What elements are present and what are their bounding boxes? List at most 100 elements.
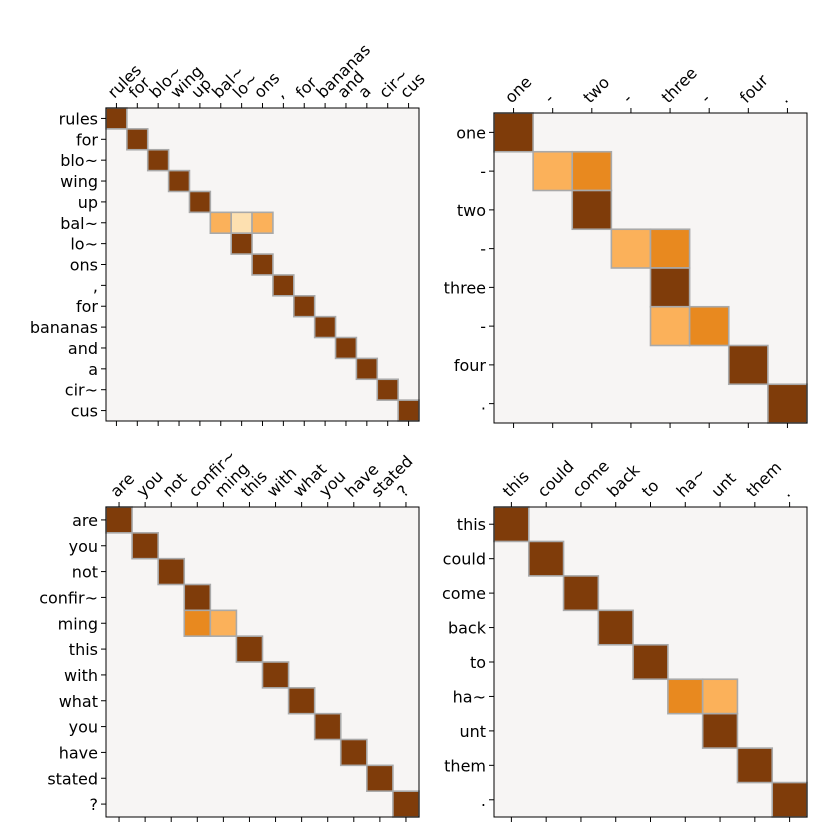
heatmap-cell: [355, 357, 379, 381]
heatmap-cell: [649, 228, 691, 269]
heatmap-cell: [230, 211, 253, 234]
y-tick-label: could: [443, 550, 486, 569]
heatmap-cell: [493, 506, 530, 543]
heatmap-cell: [597, 609, 634, 646]
y-tick-label: four: [454, 356, 487, 375]
heatmap-cell: [146, 148, 170, 172]
y-tick-label: ,: [93, 276, 98, 295]
x-tick-label: three: [657, 63, 700, 106]
x-tick-label: unt: [707, 469, 739, 501]
y-tick-label: you: [69, 718, 98, 737]
heatmap-cell: [183, 583, 212, 612]
y-tick-label: not: [72, 563, 98, 582]
x-tick-label: to: [638, 476, 663, 501]
x-tick-label: this: [499, 467, 533, 501]
x-tick-label: one: [501, 72, 535, 106]
x-tick-label: -: [540, 89, 558, 107]
y-tick-label: ?: [90, 795, 99, 814]
heatmap-cell: [251, 211, 274, 234]
heatmap-cell: [292, 294, 316, 318]
y-tick-label: cir~: [65, 381, 98, 400]
heatmap-cell: [376, 378, 399, 401]
y-tick-label: for: [76, 130, 98, 149]
y-tick-label: ming: [58, 614, 98, 633]
y-tick-label: you: [69, 537, 98, 556]
x-tick-label: .: [777, 484, 794, 501]
y-tick-label: bananas: [30, 318, 98, 337]
heatmap-cell: [649, 267, 691, 308]
y-tick-label: cus: [71, 402, 98, 421]
heatmap-cell: [313, 712, 342, 741]
heatmap-cell: [366, 764, 394, 792]
heatmap-cell: [701, 678, 739, 715]
heatmap-cell: [610, 228, 652, 269]
heatmap-cell: [701, 712, 739, 749]
y-tick-label: .: [481, 395, 486, 414]
y-tick-label: bal~: [60, 214, 98, 233]
x-tick-label: ,: [271, 85, 288, 102]
x-tick-label: ?: [393, 481, 412, 500]
y-tick-label: three: [444, 278, 486, 297]
heatmap-cell: [493, 112, 534, 153]
heatmap-cell: [632, 643, 669, 681]
heatmap-cell: [527, 540, 565, 577]
heatmap-cell: [649, 305, 691, 347]
heatmap-cell: [167, 169, 191, 193]
x-tick-label: a: [354, 81, 374, 101]
heatmap-panel-rules-for-blowing-up-balloons: rules for blo~ wing up bal~ lo~ ons, for bananas a…: [30, 40, 429, 426]
heatmap-cell: [209, 211, 232, 234]
heatmap-cell: [251, 253, 274, 276]
heatmap-panel-one-two-three-four: one - two - three-four .one-two-three-four.: [444, 63, 808, 428]
plot-frame: [105, 506, 420, 818]
plot-frame: [493, 112, 808, 424]
heatmap-cell: [727, 344, 769, 386]
heatmap-cell: [105, 107, 128, 130]
x-tick-label: -: [618, 89, 636, 107]
x-tick-label: them: [742, 458, 785, 501]
heatmap-cell: [688, 305, 730, 347]
heatmap-cell: [105, 506, 133, 534]
y-tick-label: are: [72, 511, 98, 530]
y-tick-label: ha~: [453, 687, 486, 706]
y-tick-label: confir~: [39, 588, 98, 607]
x-tick-label: -: [697, 89, 715, 107]
heatmap-cell: [571, 150, 613, 192]
heatmap-cell: [126, 128, 149, 151]
heatmap-cell: [771, 781, 808, 818]
y-tick-label: to: [470, 653, 486, 672]
heatmap-cell: [157, 557, 186, 586]
y-tick-label: ons: [70, 256, 98, 275]
y-tick-label: what: [59, 692, 98, 711]
heatmap-cell: [736, 747, 774, 784]
x-tick-label: two: [579, 73, 613, 107]
y-tick-label: blo~: [60, 151, 98, 170]
y-tick-label: them: [444, 756, 486, 775]
heatmap-cell: [183, 609, 212, 637]
heatmap-cell: [188, 190, 212, 214]
heatmap-cell: [235, 635, 264, 663]
heatmap-cell: [767, 383, 808, 424]
y-tick-label: this: [457, 515, 486, 534]
y-tick-label: -: [480, 317, 486, 336]
x-tick-label: could: [534, 457, 578, 501]
y-tick-label: come: [442, 584, 486, 603]
y-tick-label: stated: [47, 769, 98, 788]
x-tick-label: four: [736, 70, 772, 106]
heatmap-cell: [261, 661, 290, 689]
heatmap-cell: [287, 687, 316, 715]
x-tick-label: ha~: [673, 464, 710, 501]
y-tick-label: a: [88, 360, 98, 379]
y-tick-label: and: [68, 339, 98, 358]
heatmap-cell: [562, 575, 600, 612]
heatmap-cell: [571, 189, 613, 231]
y-tick-label: this: [69, 640, 98, 659]
y-tick-label: rules: [59, 109, 98, 128]
y-tick-label: -: [480, 162, 486, 181]
y-tick-label: up: [78, 193, 98, 212]
x-tick-label: .: [775, 90, 792, 107]
heatmap-cell: [334, 336, 358, 360]
y-tick-label: with: [64, 666, 98, 685]
y-tick-label: lo~: [70, 235, 98, 254]
